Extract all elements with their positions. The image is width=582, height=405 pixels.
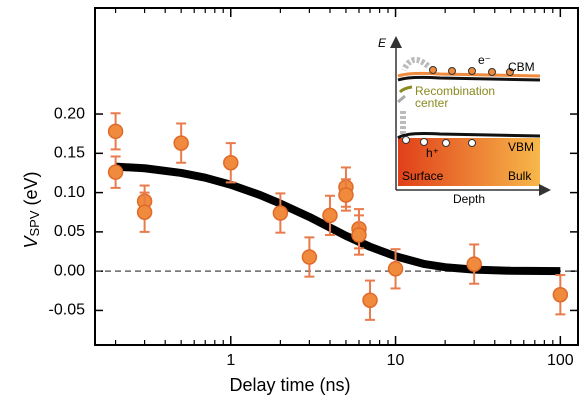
electron-arrow [401, 57, 430, 72]
inset-hole-label: h⁺ [426, 146, 439, 160]
y-tick-label: 0.00 [54, 262, 85, 279]
x-tick-label: 10 [387, 352, 405, 369]
data-point [107, 123, 124, 140]
data-point [223, 155, 239, 171]
inset-bulk-label: Bulk [508, 169, 532, 183]
holes [402, 136, 476, 147]
inset-diagram: E e⁻ CBM Recombination center h⁺ VBM Sur… [378, 36, 551, 206]
data-point [272, 205, 289, 221]
vbm-line [397, 132, 541, 140]
data-point [322, 207, 338, 224]
y-tick-label: 0.15 [54, 145, 85, 162]
x-tick-label: 1 [226, 352, 235, 369]
cbm-line [397, 75, 541, 82]
data-point [552, 286, 569, 303]
inset-energy-label: E [378, 36, 387, 50]
electrons [429, 66, 514, 76]
y-tick-label: 0.05 [54, 223, 85, 240]
fit-curve [115, 162, 561, 276]
data-point [351, 227, 367, 243]
cbm-edge [397, 71, 541, 78]
y-label-sub: SPV [27, 210, 42, 236]
y-label-main: V [21, 235, 41, 249]
y-tick-label: 0.20 [54, 105, 85, 122]
recombination-level [398, 85, 413, 94]
hole-arrowhead [397, 94, 406, 104]
y-tick-label: 0.10 [54, 184, 85, 201]
data-point [301, 249, 318, 265]
inset-surface-label: Surface [402, 169, 444, 183]
inset-band [398, 138, 540, 186]
inset-depth-label: Depth [453, 192, 485, 206]
plot-frame [94, 7, 579, 346]
inset-electron-label: e⁻ [478, 53, 491, 67]
data-point [173, 135, 189, 151]
x-tick-label: 100 [547, 352, 574, 369]
data-point [387, 261, 404, 277]
data-point [136, 204, 153, 220]
data-point [466, 256, 482, 272]
inset-cbm-label: CBM [508, 60, 535, 74]
y-tick-label: -0.05 [49, 302, 86, 319]
x-axis-label: Delay time (ns) [229, 375, 350, 395]
inset-recombination-label: Recombination [415, 84, 495, 98]
data-point [107, 164, 124, 180]
data-point [362, 292, 378, 308]
inset-center-label: center [415, 96, 448, 110]
y-label-unit: (eV) [21, 171, 41, 205]
y-axis-label: VSPV (eV) [21, 171, 43, 248]
inset-vbm-label: VBM [508, 140, 534, 154]
data-point [338, 187, 354, 203]
